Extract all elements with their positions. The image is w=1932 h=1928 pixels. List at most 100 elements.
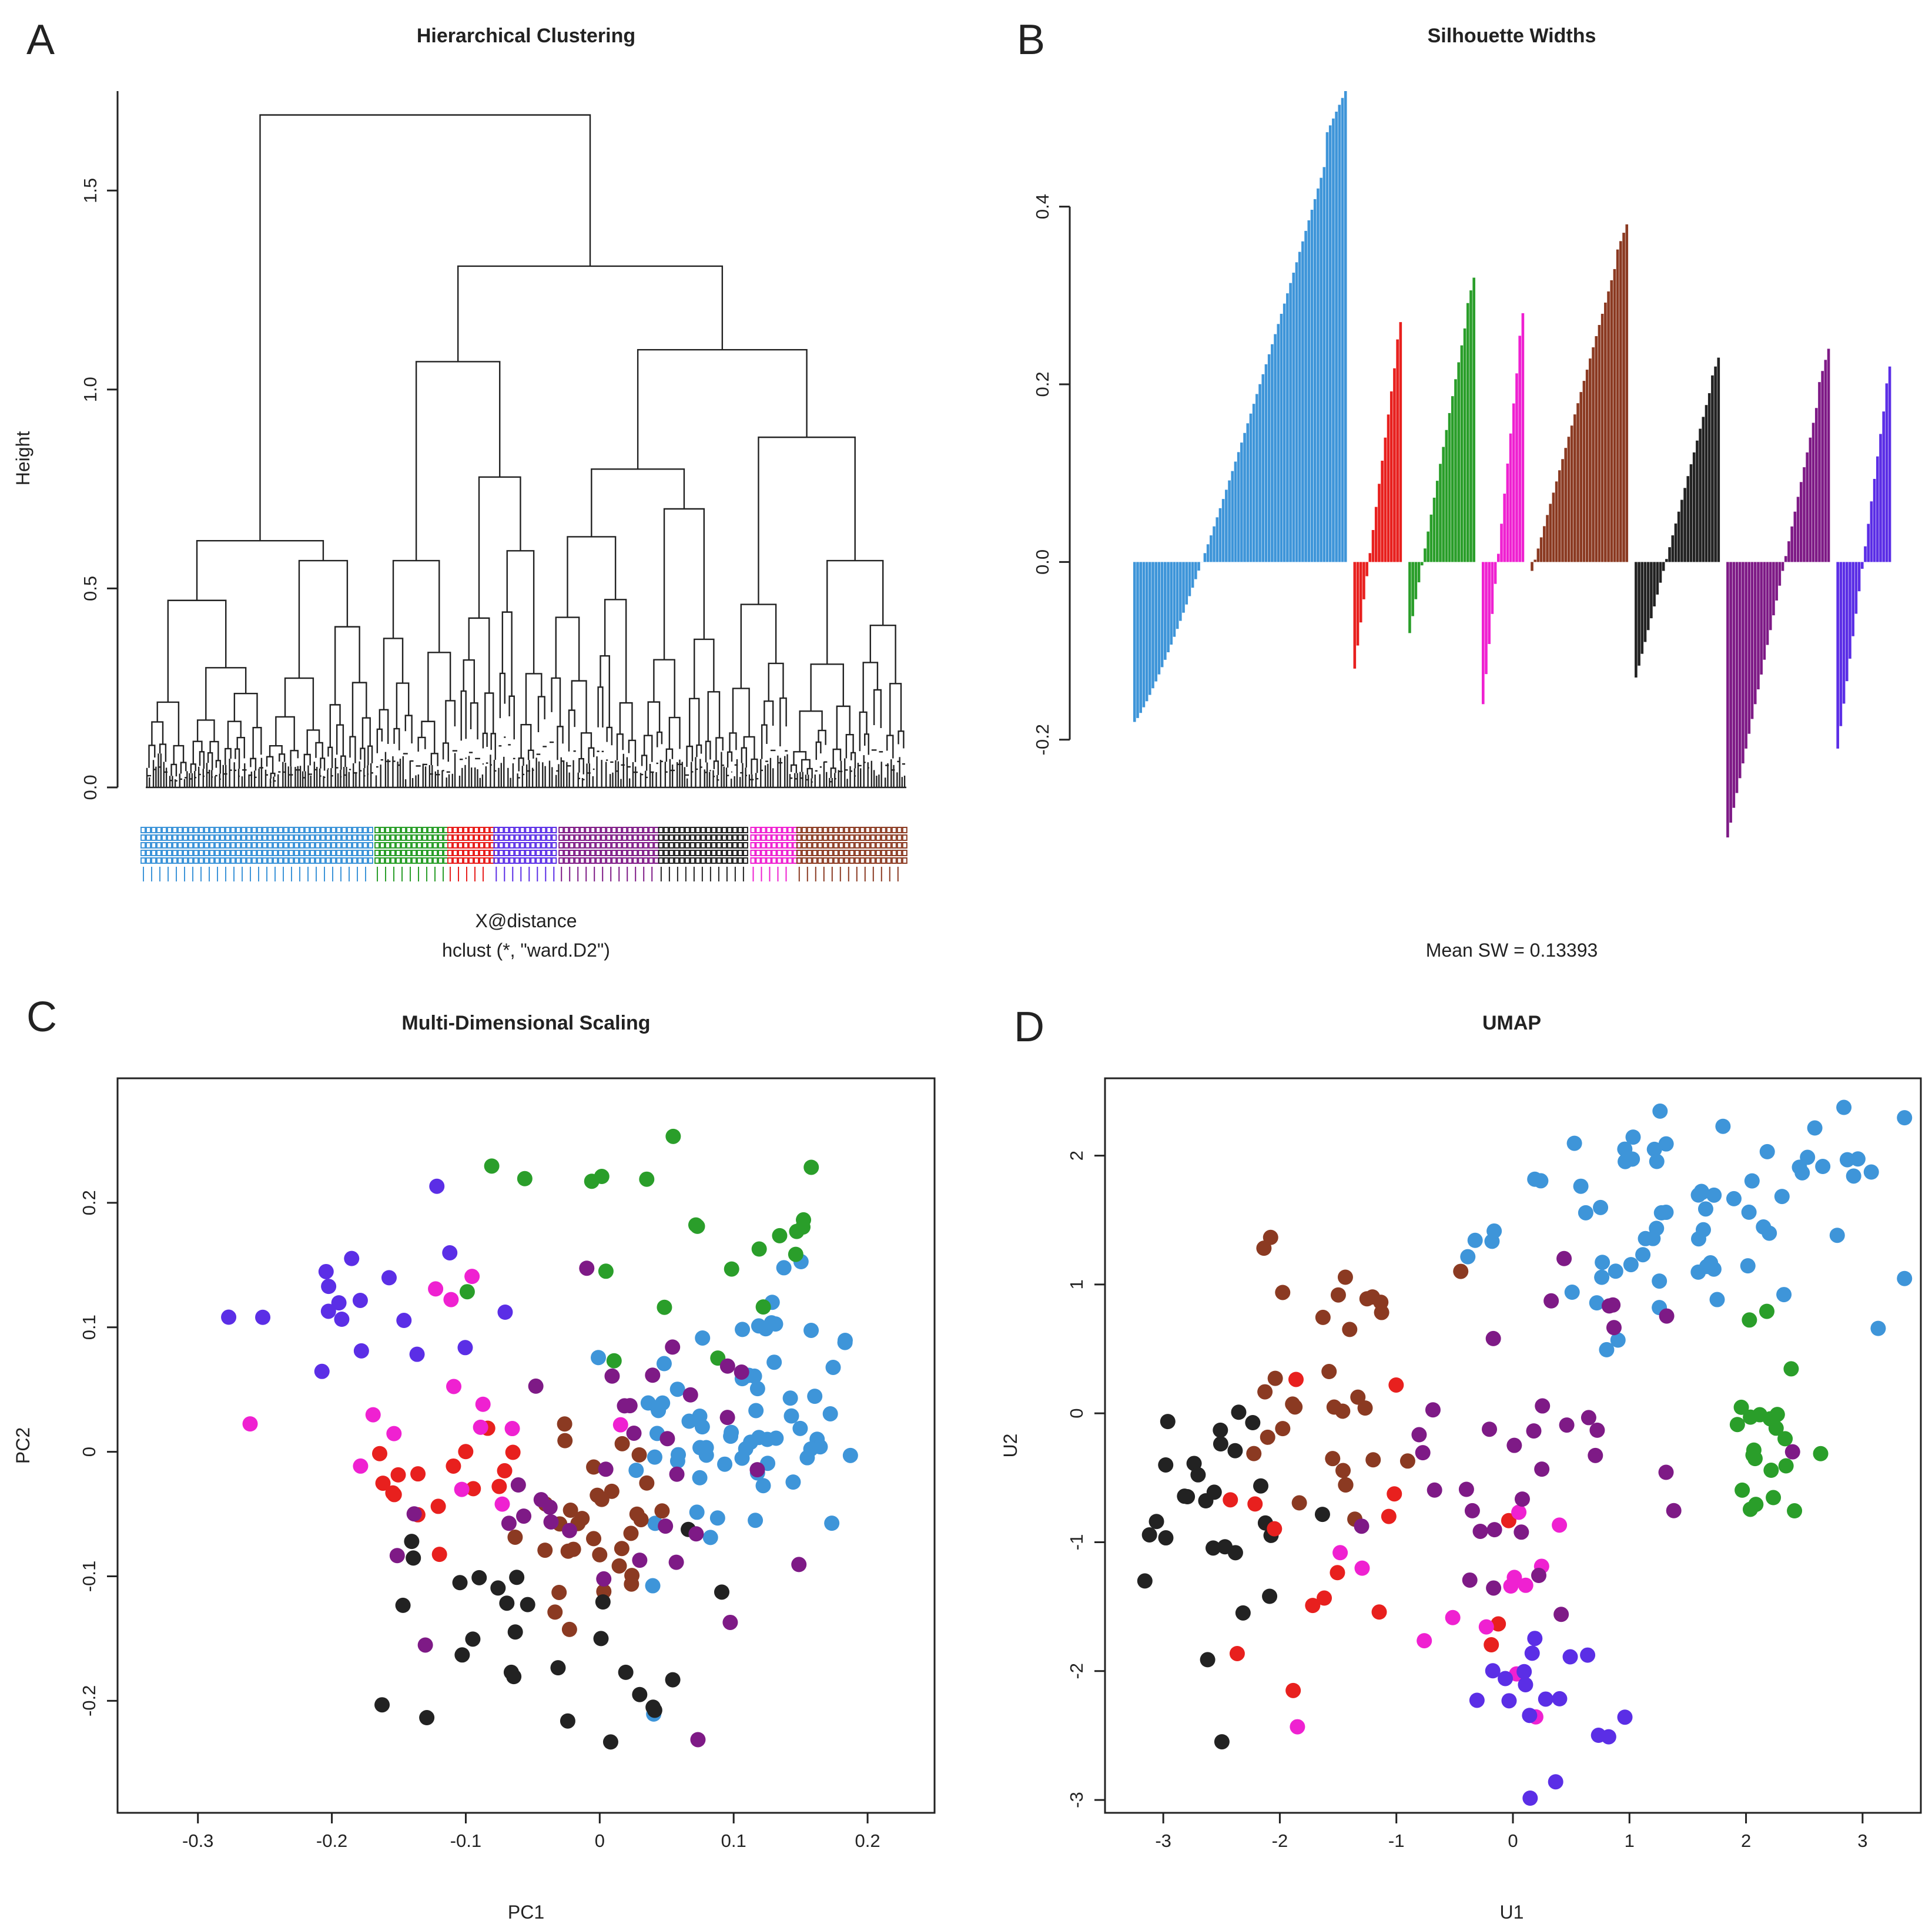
- leaf-label-mark: [209, 842, 215, 849]
- leaf-label-mark: [427, 857, 433, 864]
- panel-d-point-purple: [1427, 1482, 1442, 1498]
- panel-c-point-black: [507, 1624, 523, 1640]
- leaf-label-mark: [574, 857, 580, 864]
- leaf-label-mark: [336, 827, 341, 833]
- leaf-label-mark: [689, 827, 695, 833]
- leaf-label-mark: [341, 857, 347, 864]
- silhouette-bar: [1188, 562, 1191, 596]
- panel-d-point-brown: [1291, 1495, 1307, 1511]
- leaf-label-mark: [225, 850, 230, 856]
- panel-d-point-blue: [1653, 1205, 1669, 1220]
- dendrogram-link: [173, 745, 185, 765]
- panel-d-point-violet: [1516, 1664, 1532, 1679]
- panel-d-point-red: [1371, 1604, 1387, 1620]
- leaf-label-mark: [230, 827, 236, 833]
- leaf-label-mark: [504, 834, 510, 841]
- leaf-label-mark: [896, 842, 902, 849]
- leaf-label-mark: [541, 842, 547, 849]
- panel-c-point-red: [446, 1458, 461, 1474]
- leaf-label-mark: [433, 827, 438, 833]
- panel-d-point-brown: [1342, 1322, 1358, 1337]
- panel-c-ylabel: PC2: [12, 1427, 34, 1464]
- leaf-label-mark: [564, 850, 570, 856]
- panel-d-point-purple: [1543, 1293, 1559, 1309]
- leaf-label-mark: [787, 850, 793, 856]
- panel-c-point-blue: [645, 1578, 661, 1594]
- dendrogram-link: [499, 672, 505, 719]
- leaf-label-mark: [204, 857, 209, 864]
- leaf-label-mark: [622, 827, 628, 833]
- panel-c-point-brown: [594, 1491, 610, 1507]
- silhouette-bar: [1796, 497, 1800, 562]
- leaf-label-mark: [380, 850, 386, 856]
- dendrogram-link: [790, 764, 798, 773]
- silhouette-bar: [1274, 334, 1277, 562]
- dendrogram-link: [641, 755, 648, 771]
- leaf-label-mark: [658, 827, 664, 833]
- panel-c-point-purple: [542, 1500, 558, 1515]
- leaf-label-mark: [668, 857, 674, 864]
- dendrogram-link: [349, 736, 356, 763]
- panel-c-point-violet: [457, 1340, 473, 1356]
- panel-c-point-purple: [604, 1368, 620, 1384]
- leaf-label-mark: [854, 834, 860, 841]
- leaf-label-mark: [726, 827, 732, 833]
- silhouette-bar: [1585, 370, 1589, 562]
- silhouette-bar: [1176, 562, 1179, 629]
- leaf-label-mark: [363, 850, 368, 856]
- dendrogram-link: [460, 690, 467, 741]
- silhouette-bar: [1246, 423, 1250, 562]
- silhouette-bar: [1170, 562, 1173, 645]
- silhouette-bar: [1592, 347, 1595, 562]
- leaf-label-mark: [299, 842, 304, 849]
- panel-c-point-brown: [654, 1503, 670, 1519]
- leaf-label-mark: [352, 857, 357, 864]
- leaf-label-mark: [162, 857, 167, 864]
- panel-c-point-blue: [748, 1513, 764, 1528]
- leaf-label-mark: [183, 827, 188, 833]
- silhouette-bar: [1518, 336, 1522, 562]
- panel-c-point-magenta: [475, 1396, 491, 1412]
- panel-d-point-violet: [1548, 1774, 1563, 1790]
- panel-d-point-black: [1214, 1734, 1230, 1750]
- panel-d-title: UMAP: [1482, 1012, 1541, 1034]
- leaf-label-mark: [463, 827, 468, 833]
- panel-d-point-red: [1285, 1682, 1301, 1698]
- leaf-label-mark: [674, 827, 679, 833]
- leaf-label-mark: [514, 857, 520, 864]
- leaf-label-mark: [241, 834, 246, 841]
- panel-b-bars: [1133, 91, 1891, 838]
- leaf-label-mark: [622, 842, 628, 849]
- dendrogram-link: [508, 695, 515, 740]
- leaf-label-mark: [817, 842, 823, 849]
- panel-d-point-blue: [1846, 1168, 1861, 1184]
- leaf-label-mark: [422, 857, 428, 864]
- leaf-label-mark: [638, 834, 644, 841]
- leaf-label-mark: [870, 857, 876, 864]
- panel-d-point-violet: [1498, 1671, 1514, 1686]
- leaf-label-mark: [622, 850, 628, 856]
- silhouette-bar: [1790, 526, 1793, 562]
- panel-d-point-black: [1190, 1467, 1206, 1483]
- dendrogram-link: [606, 726, 613, 746]
- panel-c-point-purple: [749, 1462, 765, 1478]
- leaf-label-mark: [162, 827, 167, 833]
- leaf-label-mark: [801, 827, 807, 833]
- leaf-label-mark: [726, 850, 732, 856]
- panel-c-point-green: [788, 1246, 803, 1262]
- leaf-label-mark: [453, 827, 458, 833]
- leaf-label-mark: [140, 842, 146, 849]
- panel-c-point-red: [430, 1498, 446, 1514]
- leaf-label-mark: [782, 827, 788, 833]
- dendrogram-link: [396, 682, 410, 729]
- silhouette-bar: [1210, 535, 1213, 562]
- panel-c-point-purple: [598, 1461, 614, 1477]
- leaf-label-mark: [172, 842, 178, 849]
- silhouette-bar: [1579, 392, 1583, 562]
- leaf-label-mark: [385, 827, 391, 833]
- dendrogram-link: [227, 720, 242, 749]
- leaf-label-mark: [580, 834, 585, 841]
- leaf-label-mark: [183, 857, 188, 864]
- panel-d-point-purple: [1588, 1447, 1603, 1463]
